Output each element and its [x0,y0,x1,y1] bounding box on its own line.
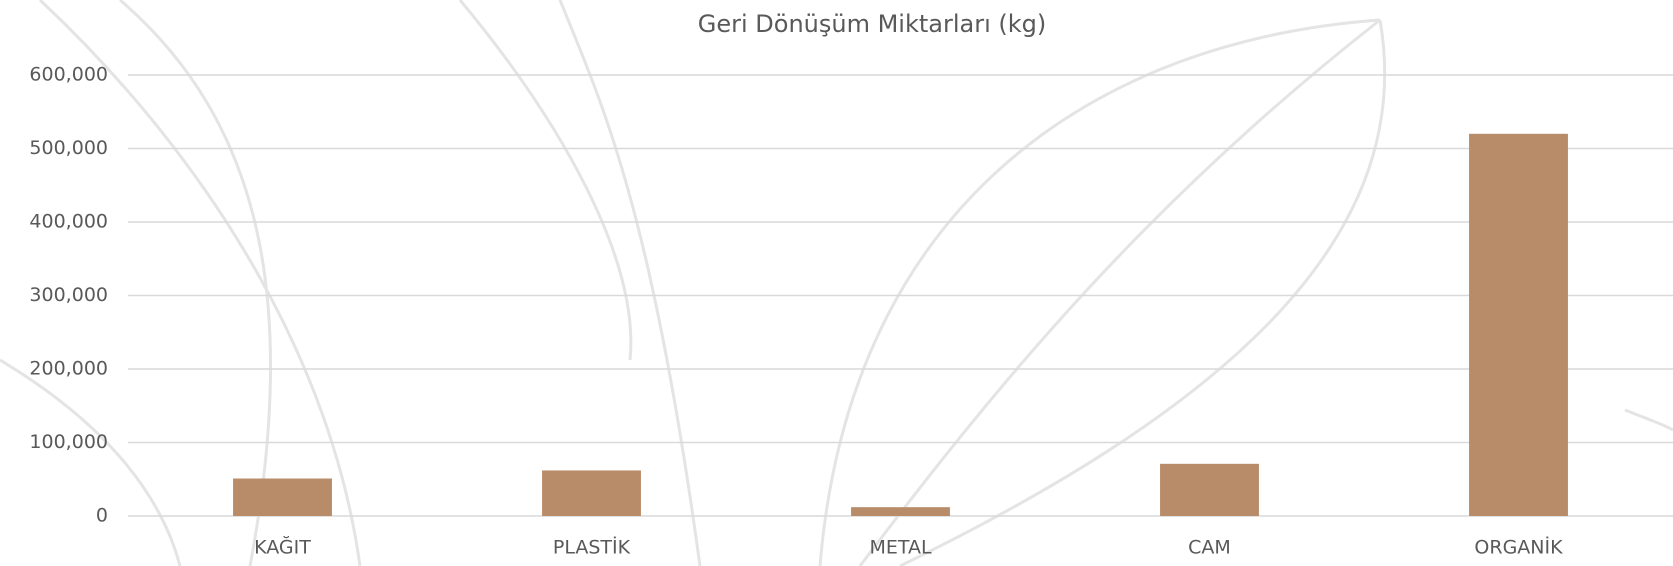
y-tick-label: 600,000 [29,64,108,86]
bar [851,507,950,516]
chart: Geri Dönüşüm Miktarları (kg) 0 100,000 200… [0,0,1673,566]
bar [1469,134,1568,516]
y-tick-label: 100,000 [29,431,108,453]
y-tick-label: 400,000 [29,211,108,233]
x-tick-label: PLASTİK [553,536,631,559]
bar [233,479,332,516]
y-tick-label: 0 [96,505,108,527]
x-tick-label: CAM [1188,537,1231,559]
x-tick-label: ORGANİK [1474,536,1563,559]
y-tick-label: 200,000 [29,358,108,380]
bar [1160,464,1259,516]
x-tick-label: METAL [869,537,932,559]
x-tick-label: KAĞIT [254,535,311,559]
bar [542,470,641,516]
y-tick-label: 300,000 [29,284,108,306]
y-tick-label: 500,000 [29,137,108,159]
chart-title: Geri Dönüşüm Miktarları (kg) [698,10,1047,38]
